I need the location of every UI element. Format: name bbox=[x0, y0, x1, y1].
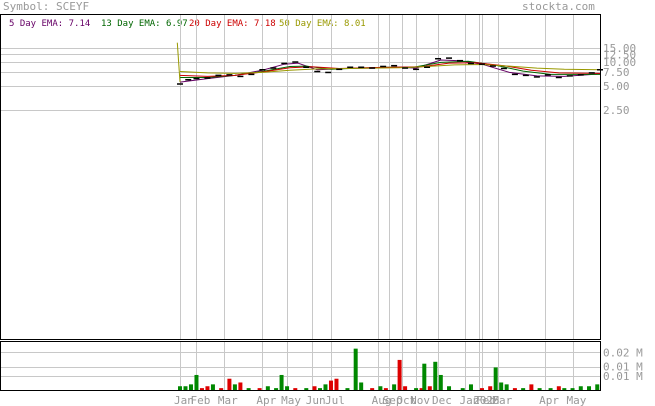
volume-bar bbox=[280, 375, 284, 390]
volume-bar bbox=[587, 386, 591, 390]
volume-bar bbox=[183, 386, 187, 390]
date-axis-label: May bbox=[567, 394, 587, 406]
price-gridlines bbox=[1, 14, 600, 339]
volume-bar bbox=[461, 388, 465, 390]
volume-axis-labels: 0.02 M 0.01 M0.01 M bbox=[603, 346, 643, 383]
volume-bar bbox=[488, 386, 492, 390]
volume-bar bbox=[505, 384, 509, 390]
volume-axis-label: 0.01 M bbox=[603, 370, 643, 383]
volume-bar bbox=[219, 388, 223, 390]
volume-bar bbox=[304, 388, 308, 390]
volume-gridlines bbox=[1, 341, 600, 390]
date-axis-label: Nov bbox=[410, 394, 430, 406]
price-axis-label: 7.50 bbox=[603, 66, 630, 79]
volume-bar bbox=[233, 384, 237, 390]
volume-bar bbox=[422, 364, 426, 390]
volume-bar bbox=[571, 388, 575, 390]
volume-bar bbox=[323, 384, 327, 390]
volume-bar bbox=[329, 381, 333, 390]
volume-bar bbox=[403, 386, 407, 390]
volume-bar bbox=[469, 384, 473, 390]
volume-bar bbox=[247, 388, 251, 390]
volume-bar bbox=[211, 384, 215, 390]
volume-bar bbox=[447, 386, 451, 390]
volume-bar bbox=[521, 388, 525, 390]
volume-bar bbox=[359, 382, 363, 390]
volume-bar bbox=[439, 375, 443, 390]
volume-bar bbox=[384, 388, 388, 390]
date-axis-label: Dec bbox=[432, 394, 452, 406]
volume-bar bbox=[595, 384, 599, 390]
volume-bar bbox=[266, 386, 270, 390]
volume-bar bbox=[538, 388, 542, 390]
volume-bar bbox=[370, 388, 374, 390]
volume-axis-label: 0.02 M bbox=[603, 346, 643, 359]
volume-bar bbox=[178, 386, 182, 390]
volume-bar bbox=[414, 388, 418, 390]
date-axis-label: May bbox=[281, 394, 301, 406]
volume-bar bbox=[274, 388, 278, 390]
volume-bar bbox=[499, 382, 503, 390]
volume-bar bbox=[433, 362, 437, 390]
volume-bar bbox=[334, 379, 338, 390]
volume-bar bbox=[194, 375, 198, 390]
chart-frames bbox=[1, 15, 601, 391]
volume-bar bbox=[513, 388, 517, 390]
volume-bar bbox=[189, 384, 193, 390]
volume-bar bbox=[557, 386, 561, 390]
volume-frame bbox=[1, 342, 601, 391]
volume-bar bbox=[549, 388, 553, 390]
volume-bar bbox=[562, 388, 566, 390]
volume-bar bbox=[345, 388, 349, 390]
date-axis-label: Apr bbox=[256, 394, 276, 406]
volume-bar bbox=[529, 384, 533, 390]
volume-bar bbox=[579, 386, 583, 390]
volume-bars bbox=[178, 349, 599, 390]
volume-bar bbox=[313, 386, 317, 390]
volume-bar bbox=[428, 386, 432, 390]
volume-bar bbox=[285, 386, 289, 390]
price-frame bbox=[1, 15, 601, 340]
volume-bar bbox=[378, 386, 382, 390]
volume-bar bbox=[238, 382, 242, 390]
date-axis-label: Jun bbox=[306, 394, 326, 406]
date-axis-label: Apr bbox=[539, 394, 559, 406]
date-axis-label: Feb bbox=[191, 394, 211, 406]
date-axis-label: Jul bbox=[325, 394, 345, 406]
volume-bar bbox=[318, 388, 322, 390]
volume-bar bbox=[200, 388, 204, 390]
volume-bar bbox=[392, 384, 396, 390]
volume-bar bbox=[494, 367, 498, 390]
volume-bar bbox=[398, 360, 402, 390]
volume-bar bbox=[293, 388, 297, 390]
price-axis-label: 5.00 bbox=[603, 80, 630, 93]
volume-bar bbox=[480, 388, 484, 390]
date-axis-label: Mar bbox=[218, 394, 238, 406]
volume-bar bbox=[258, 388, 262, 390]
volume-bar bbox=[354, 349, 358, 390]
date-axis-label: Mar bbox=[492, 394, 512, 406]
volume-bar bbox=[227, 379, 231, 390]
price-axis-label: 2.50 bbox=[603, 104, 630, 117]
volume-bar bbox=[205, 386, 209, 390]
